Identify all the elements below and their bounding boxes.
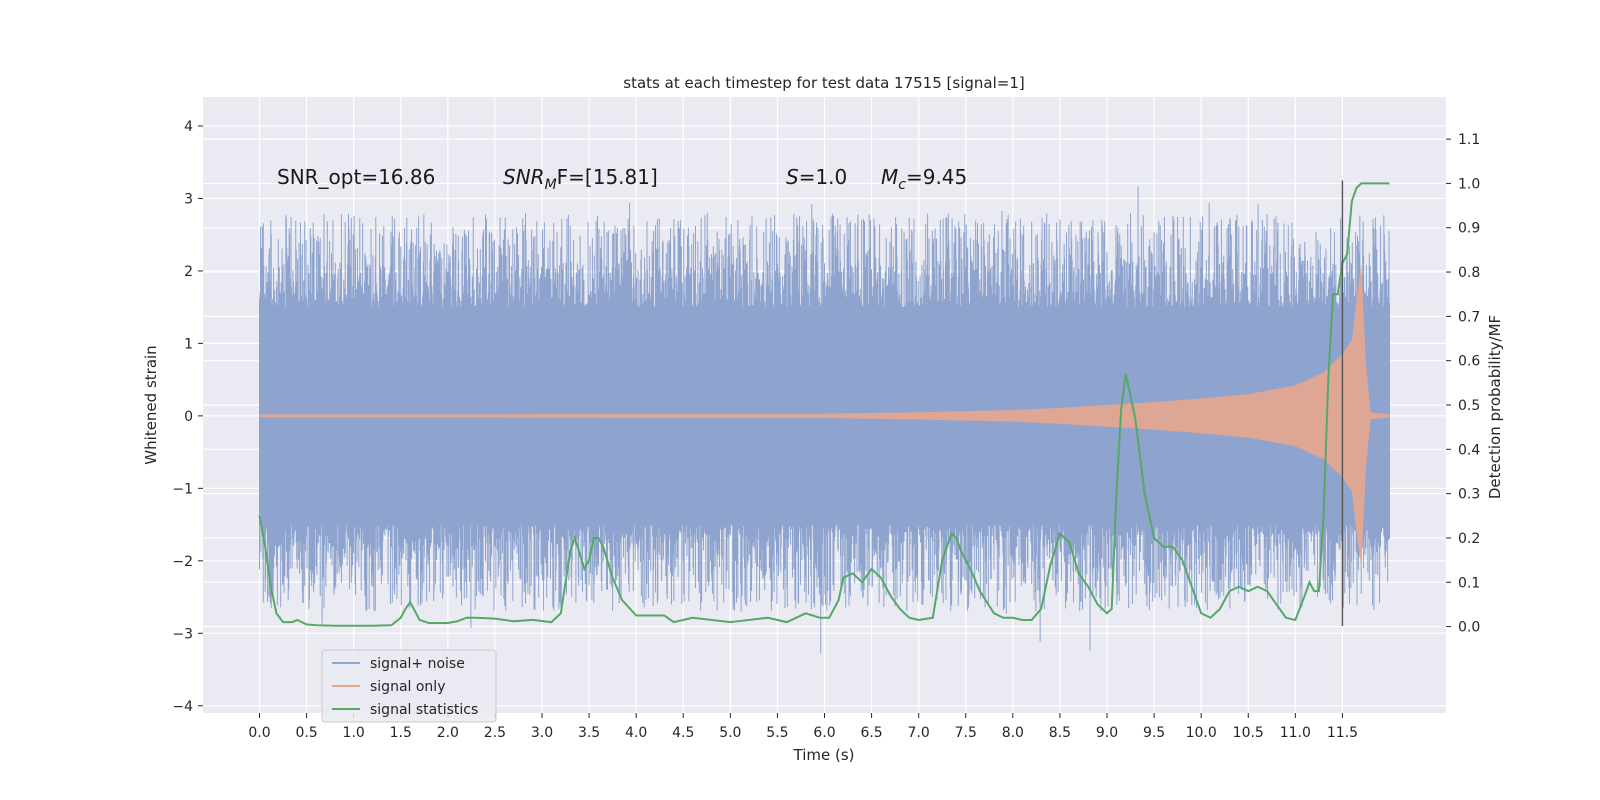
x-tick-label-4: 2.0 <box>437 725 459 741</box>
signal-statistics-series <box>258 182 1390 627</box>
chart-title: stats at each timestep for test data 175… <box>623 74 1024 92</box>
y-left-tick-label-6: 2 <box>184 264 193 280</box>
x-tick-label-12: 6.0 <box>813 725 835 741</box>
legend: signal+ noise signal only signal statist… <box>321 649 497 723</box>
signal-only-series <box>259 263 1390 569</box>
x-tick-label-7: 3.5 <box>578 725 600 741</box>
annotation-snr-mf-sub: M <box>545 177 557 193</box>
y-left-tick-label-0: −4 <box>172 699 193 715</box>
y-right-tick-label-1: 0.1 <box>1458 575 1480 591</box>
x-tick-label-19: 9.5 <box>1143 725 1165 741</box>
y-right-tick-label-2: 0.2 <box>1458 531 1480 547</box>
y-left-tick-label-5: 1 <box>184 336 193 352</box>
x-tick-label-23: 11.5 <box>1327 725 1358 741</box>
y-right-tick-label-11: 1.1 <box>1458 132 1480 148</box>
y-left-tick-label-8: 4 <box>184 119 193 135</box>
x-tick-label-8: 4.0 <box>625 725 647 741</box>
x-tick-label-9: 4.5 <box>672 725 694 741</box>
annotation-mc-rest: =9.45 <box>906 165 967 189</box>
y-right-tick-label-7: 0.7 <box>1458 309 1480 325</box>
y-left-axis-ticks: −4 −3 −2 −1 0 1 2 3 4 <box>172 119 203 715</box>
x-tick-label-2: 1.0 <box>343 725 365 741</box>
y-right-tick-label-10: 1.0 <box>1458 176 1480 192</box>
legend-box <box>321 649 497 723</box>
legend-label-signal-statistics: signal statistics <box>370 702 478 718</box>
signal-only-envelope <box>259 263 1390 569</box>
annotation-snr-opt: SNR_opt=16.86 <box>277 165 435 189</box>
legend-label-signal-noise: signal+ noise <box>370 656 465 672</box>
annotation-snr-mf-rest: F=[15.81] <box>557 165 658 189</box>
annotation-snr-mf-name: SNR <box>503 165 545 189</box>
annotation-s-rest: =1.0 <box>799 165 848 189</box>
x-tick-label-15: 7.5 <box>955 725 977 741</box>
x-tick-label-20: 10.0 <box>1186 725 1217 741</box>
y-left-tick-label-7: 3 <box>184 191 193 207</box>
y-left-axis-label: Whitened strain <box>142 345 160 464</box>
signal-statistics-line <box>258 182 1390 627</box>
x-tick-label-16: 8.0 <box>1002 725 1024 741</box>
x-tick-label-22: 11.0 <box>1280 725 1311 741</box>
x-tick-label-10: 5.0 <box>719 725 741 741</box>
y-left-tick-label-2: −2 <box>172 554 193 570</box>
y-right-tick-label-5: 0.5 <box>1458 398 1480 414</box>
annotation-snr-mf: SNRMF=[15.81] <box>503 165 658 193</box>
annotation-s-name: S <box>786 165 799 189</box>
annotation-s: S=1.0 <box>786 165 847 189</box>
x-tick-label-1: 0.5 <box>295 725 317 741</box>
annotation-mc: Mc=9.45 <box>881 165 967 193</box>
y-right-tick-label-6: 0.6 <box>1458 354 1480 370</box>
y-left-tick-label-4: 0 <box>184 409 193 425</box>
x-tick-label-18: 9.0 <box>1096 725 1118 741</box>
y-right-tick-label-8: 0.8 <box>1458 265 1480 281</box>
y-right-tick-label-9: 0.9 <box>1458 221 1480 237</box>
y-right-tick-label-3: 0.3 <box>1458 487 1480 503</box>
x-tick-label-3: 1.5 <box>390 725 412 741</box>
y-right-tick-label-4: 0.4 <box>1458 442 1480 458</box>
x-axis-label: Time (s) <box>793 746 855 764</box>
y-right-tick-label-0: 0.0 <box>1458 620 1480 636</box>
x-tick-label-21: 10.5 <box>1233 725 1264 741</box>
legend-label-signal-only: signal only <box>370 679 445 695</box>
x-tick-label-5: 2.5 <box>484 725 506 741</box>
x-tick-label-11: 5.5 <box>766 725 788 741</box>
x-axis-ticks: 0.0 0.5 1.0 1.5 2.0 2.5 3.0 3.5 4.0 4.5 5.0 5.5 6.0 6… <box>248 713 1358 741</box>
x-tick-label-17: 8.5 <box>1049 725 1071 741</box>
y-right-axis-label: Detection probability/MF <box>1486 315 1504 499</box>
y-right-axis-ticks: 0.0 0.1 0.2 0.3 0.4 0.5 0.6 0.7 0.8 0.9 1.0 1.1 <box>1446 132 1480 636</box>
y-left-tick-label-1: −3 <box>172 626 193 642</box>
annotation-mc-sub: c <box>898 177 906 193</box>
y-left-tick-label-3: −1 <box>172 481 193 497</box>
x-tick-label-13: 6.5 <box>860 725 882 741</box>
x-tick-label-6: 3.0 <box>531 725 553 741</box>
annotation-mc-name: M <box>881 165 898 189</box>
x-tick-label-14: 7.0 <box>908 725 930 741</box>
x-tick-label-0: 0.0 <box>248 725 270 741</box>
